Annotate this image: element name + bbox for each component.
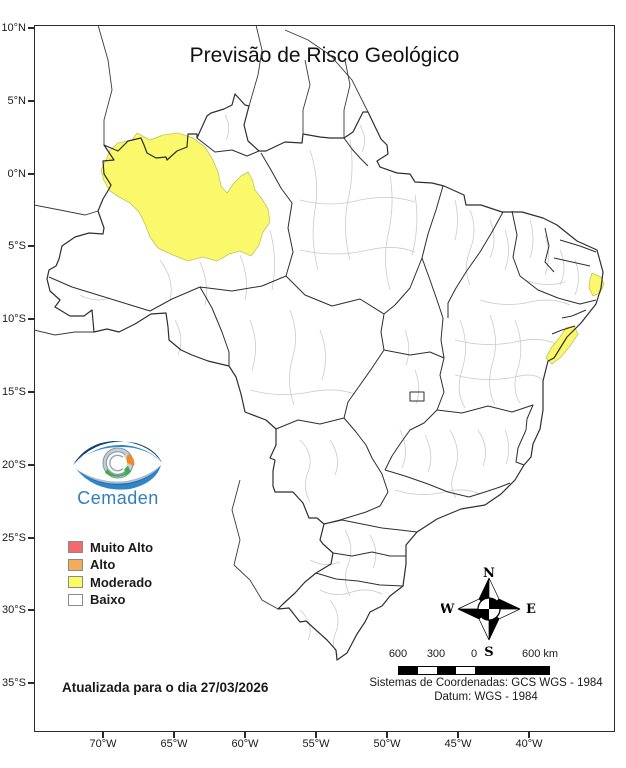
- legend-item-baixo: Baixo: [68, 592, 153, 607]
- legend-item-alto: Alto: [68, 557, 153, 572]
- lon-tick: 70°W: [79, 732, 127, 750]
- country-borders: [34, 25, 369, 610]
- lat-tick: 10°S: [0, 311, 34, 327]
- muito-alto-swatch: [68, 541, 83, 553]
- legend-item-moderado: Moderado: [68, 575, 153, 590]
- compass-s-label: S: [484, 645, 493, 659]
- lat-tick: 10°N: [0, 20, 34, 36]
- scale-bar: [398, 666, 550, 675]
- coordinate-system-notes: Sistemas de Coordenadas: GCS WGS - 1984 …: [356, 676, 616, 704]
- lon-tick: 45°W: [434, 732, 482, 750]
- lon-tick: 55°W: [292, 732, 340, 750]
- scale-segment: [399, 667, 418, 674]
- tick-dash: [28, 682, 34, 684]
- lon-tick: 65°W: [150, 732, 198, 750]
- tick-dash: [528, 732, 530, 738]
- lat-tick: 20°S: [0, 457, 34, 473]
- tick-dash: [28, 100, 34, 102]
- scalebar-end-label: 600 km: [521, 648, 559, 660]
- cemaden-eye-icon: [73, 441, 162, 490]
- tick-dash: [28, 391, 34, 393]
- datum-line: Datum: WGS - 1984: [434, 691, 538, 703]
- tick-dash: [102, 732, 104, 738]
- state-borders: [48, 137, 597, 587]
- cemaden-logo: Cemaden: [62, 432, 174, 509]
- lat-tick: 35°S: [0, 675, 34, 691]
- tick-dash: [28, 245, 34, 247]
- alto-swatch: [68, 558, 83, 571]
- lat-tick: 15°S: [0, 384, 34, 400]
- risk-legend: Muito Alto Alto Moderado Baixo: [68, 540, 153, 607]
- municipal-borders: [79, 114, 579, 656]
- tick-dash: [457, 732, 459, 738]
- tick-dash: [28, 609, 34, 611]
- tick-dash: [28, 27, 34, 29]
- moderado-swatch: [68, 576, 83, 588]
- scale-segment: [475, 667, 549, 674]
- tick-dash: [28, 537, 34, 539]
- compass-e-label: E: [526, 602, 536, 617]
- map-frame: [34, 25, 615, 732]
- compass-n-label: N: [483, 566, 495, 581]
- scalebar-label: 300: [426, 648, 446, 660]
- scalebar-label: 0: [470, 648, 478, 660]
- updated-date-text: Atualizada para o dia 27/03/2026: [62, 680, 269, 695]
- tick-dash: [28, 318, 34, 320]
- brazil-risk-map: [34, 25, 605, 661]
- lon-tick: 40°W: [505, 732, 553, 750]
- page-title: Previsão de Risco Geológico: [189, 44, 460, 67]
- tick-dash: [386, 732, 388, 738]
- lon-tick: 60°W: [221, 732, 269, 750]
- tick-dash: [28, 464, 34, 466]
- tick-dash: [315, 732, 317, 738]
- lat-tick: 0°N: [0, 166, 34, 182]
- scale-segment: [418, 667, 437, 674]
- tick-dash: [28, 173, 34, 175]
- legend-item-muito-alto: Muito Alto: [68, 540, 153, 555]
- brazil-outline-stroke: [46, 93, 604, 661]
- tick-dash: [173, 732, 175, 738]
- scalebar-label: 600: [388, 648, 408, 660]
- coordinate-system-line: Sistemas de Coordenadas: GCS WGS - 1984: [369, 677, 603, 689]
- lat-tick: 25°S: [0, 530, 34, 546]
- baixo-swatch: [68, 593, 83, 606]
- compass-rose-icon: N E S W: [441, 566, 536, 659]
- lon-tick: 50°W: [363, 732, 411, 750]
- lat-tick: 30°S: [0, 602, 34, 618]
- scale-segment: [456, 667, 475, 674]
- lat-tick: 5°S: [0, 238, 34, 254]
- lat-tick: 5°N: [0, 93, 34, 109]
- compass-w-label: W: [441, 602, 455, 617]
- tick-dash: [244, 732, 246, 738]
- scale-segment: [437, 667, 456, 674]
- cemaden-wordmark: Cemaden: [77, 488, 159, 508]
